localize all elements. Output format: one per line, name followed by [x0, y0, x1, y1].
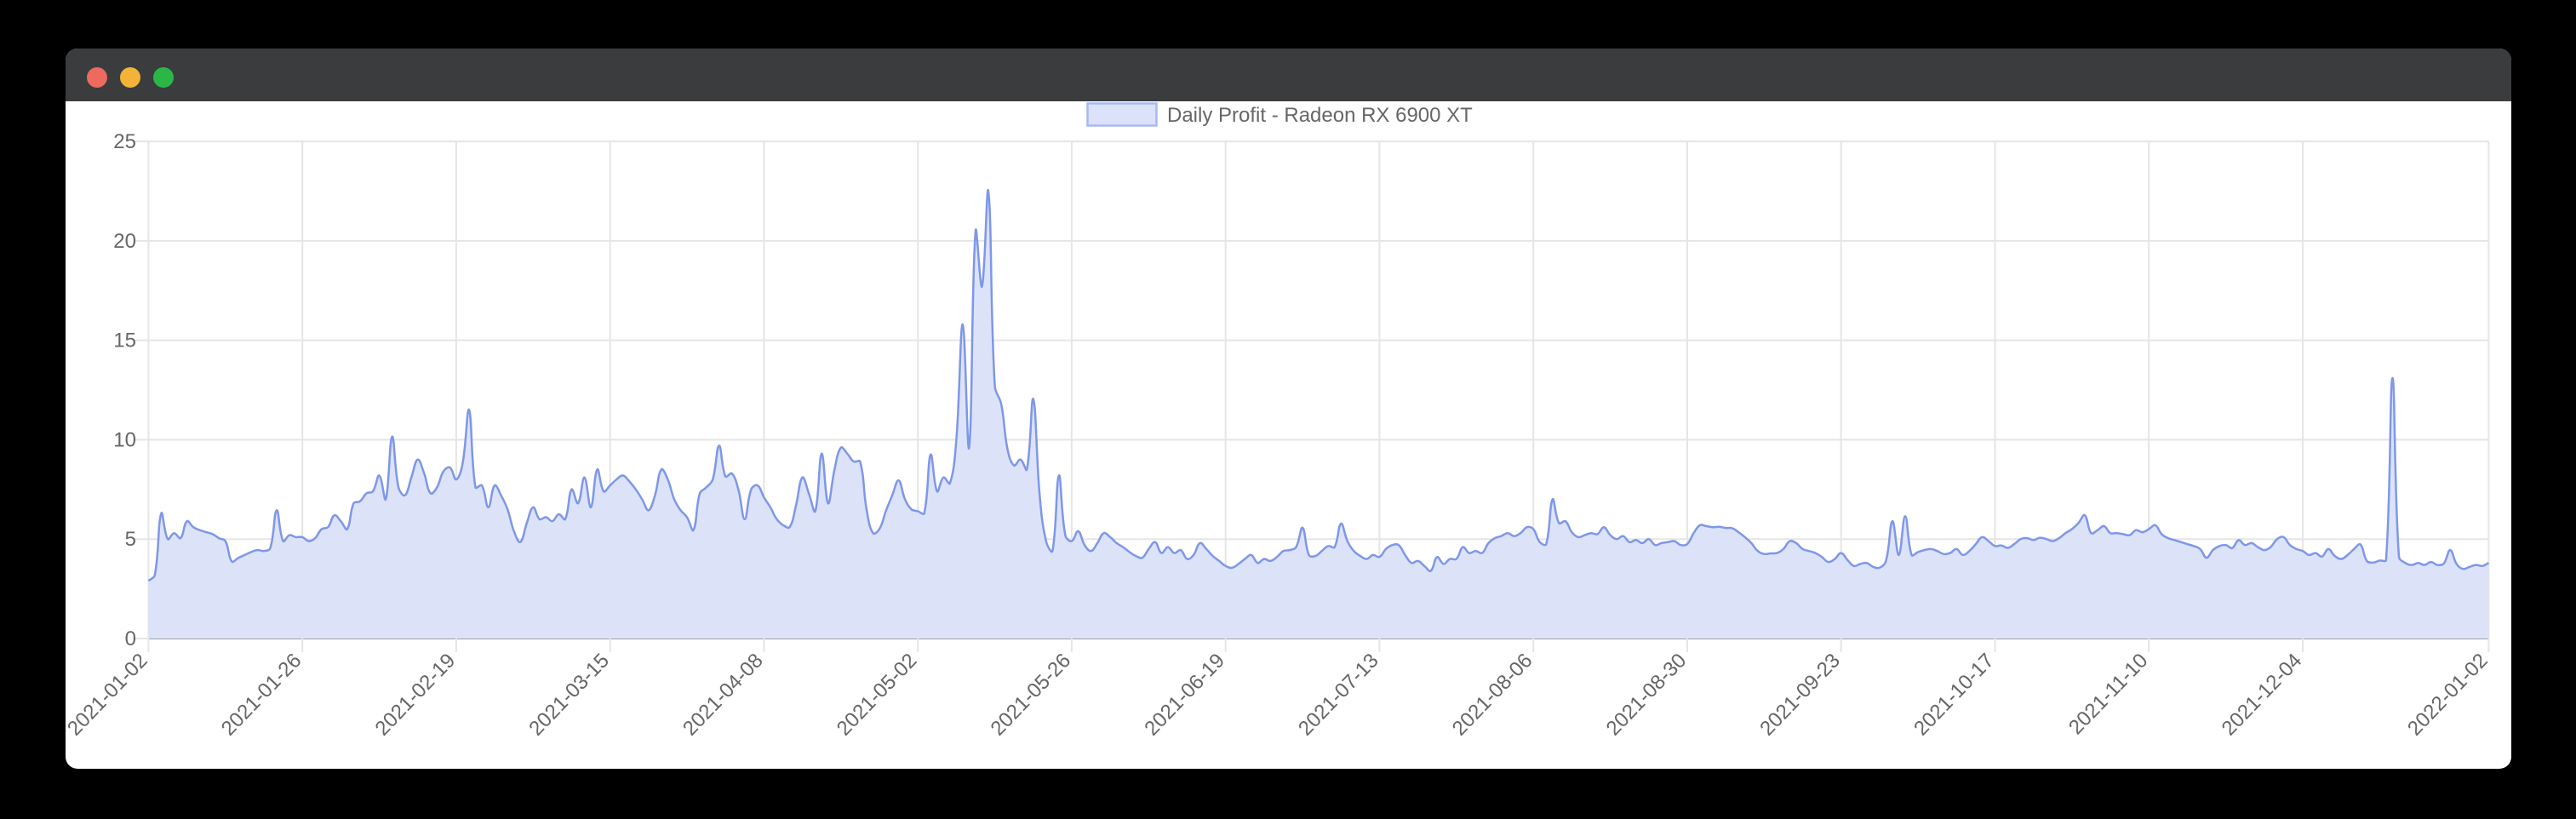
- svg-text:2021-01-02: 2021-01-02: [63, 649, 152, 740]
- svg-text:2021-08-30: 2021-08-30: [1602, 649, 1692, 740]
- svg-text:0: 0: [125, 627, 136, 650]
- svg-text:2021-02-19: 2021-02-19: [371, 649, 461, 740]
- svg-text:2021-05-02: 2021-05-02: [833, 649, 922, 740]
- svg-text:2021-06-19: 2021-06-19: [1140, 649, 1229, 740]
- svg-text:5: 5: [125, 528, 136, 551]
- svg-text:2021-07-13: 2021-07-13: [1294, 649, 1383, 740]
- svg-text:25: 25: [113, 130, 136, 153]
- svg-text:2021-12-04: 2021-12-04: [2218, 649, 2307, 740]
- svg-text:20: 20: [113, 230, 136, 253]
- svg-text:2021-08-06: 2021-08-06: [1448, 649, 1537, 740]
- svg-text:2021-01-26: 2021-01-26: [217, 649, 306, 740]
- svg-text:10: 10: [113, 429, 136, 452]
- svg-text:2022-01-02: 2022-01-02: [2403, 649, 2493, 740]
- svg-text:2021-11-10: 2021-11-10: [2064, 649, 2152, 739]
- svg-text:2021-04-08: 2021-04-08: [678, 649, 768, 740]
- svg-text:2021-10-17: 2021-10-17: [1909, 649, 1999, 740]
- svg-text:2021-09-23: 2021-09-23: [1755, 649, 1845, 740]
- svg-text:2021-03-15: 2021-03-15: [524, 649, 614, 740]
- svg-text:2021-05-26: 2021-05-26: [987, 649, 1076, 740]
- svg-text:Daily Profit - Radeon RX 6900: Daily Profit - Radeon RX 6900 XT: [1167, 104, 1473, 127]
- svg-text:15: 15: [113, 329, 136, 352]
